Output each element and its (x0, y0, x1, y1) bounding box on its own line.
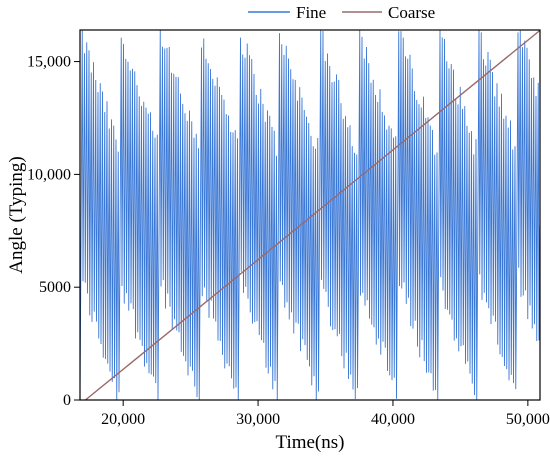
legend: Fine Coarse (248, 3, 435, 22)
coarse-series-line (84, 29, 541, 401)
legend-label-coarse: Coarse (388, 3, 435, 22)
x-tick-label: 20,000 (101, 411, 145, 428)
y-axis-label: Angle (Typing) (6, 156, 27, 273)
plot-frame (79, 29, 541, 401)
y-tick-label: 0 (63, 392, 71, 409)
y-tick-label: 5000 (39, 279, 71, 296)
fine-series (79, 30, 541, 401)
x-tick-label: 30,000 (236, 411, 280, 428)
legend-label-fine: Fine (296, 3, 326, 22)
x-axis: 20,000 30,000 40,000 50,000 (101, 400, 550, 428)
fine-series-line (79, 30, 541, 401)
x-tick-label: 40,000 (371, 411, 415, 428)
y-tick-label: 10,000 (27, 166, 71, 183)
x-axis-label: Time(ns) (276, 432, 345, 453)
y-tick-label: 15,000 (27, 54, 71, 71)
y-axis: 0 5000 10,000 15,000 (27, 54, 80, 409)
x-tick-label: 50,000 (506, 411, 550, 428)
